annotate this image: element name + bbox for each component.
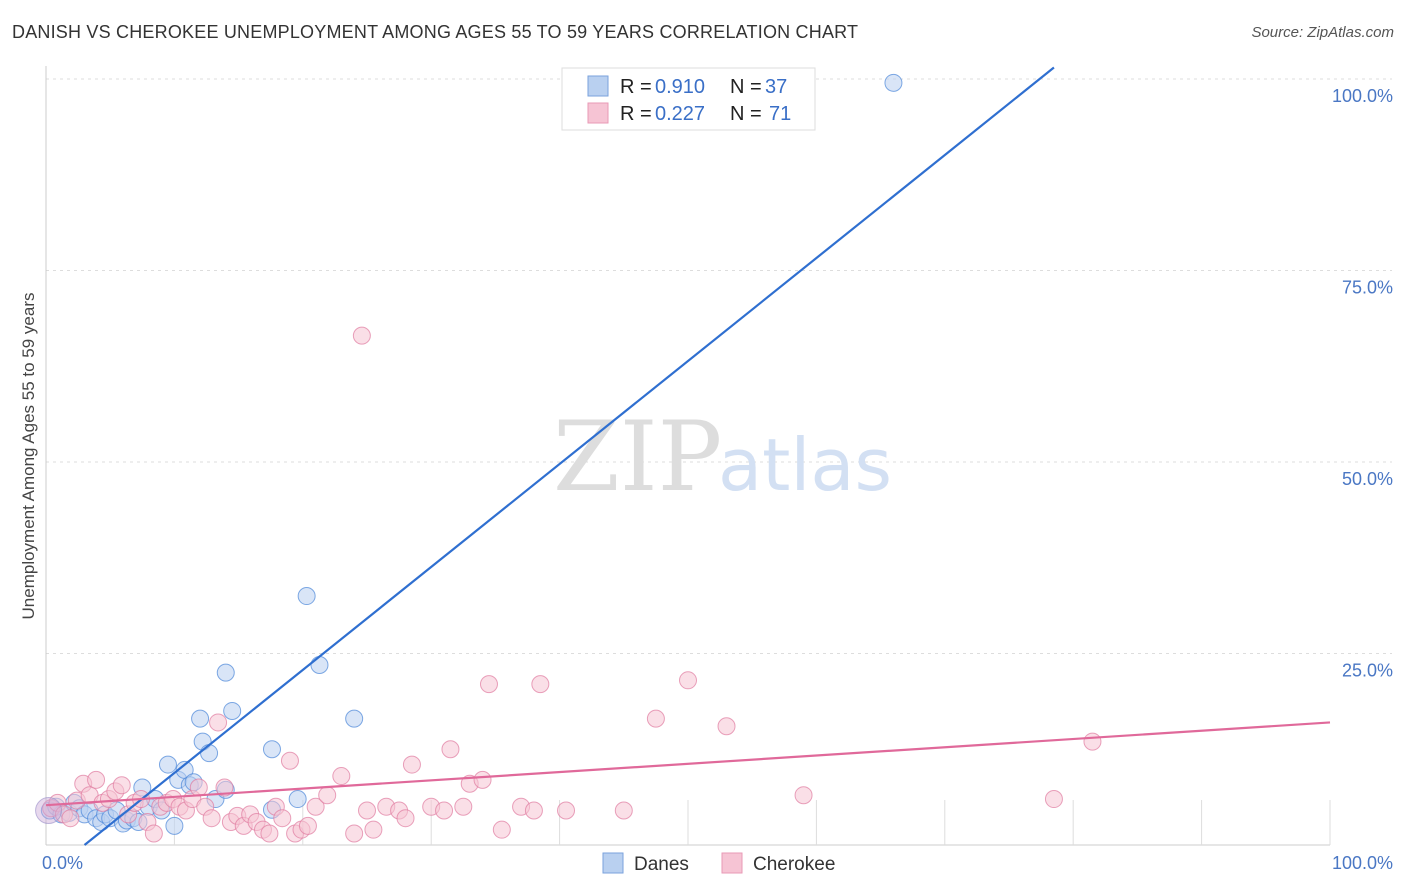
- cherokee-point-44: [345, 824, 364, 843]
- chart-title: DANISH VS CHEROKEE UNEMPLOYMENT AMONG AG…: [12, 22, 859, 42]
- cherokee-point-67: [717, 717, 736, 736]
- cherokee-point-50: [396, 809, 415, 828]
- cherokee-point-57: [473, 770, 492, 789]
- danes-point-37: [297, 587, 316, 606]
- cherokee-point-37: [280, 751, 299, 770]
- danes-point-38: [310, 655, 329, 674]
- cherokee-point-36: [273, 809, 292, 828]
- cherokee-point-41: [306, 797, 325, 816]
- series-label-danes: Danes: [634, 854, 689, 875]
- cherokee-point-70: [1083, 732, 1102, 751]
- series-label-cherokee: Cherokee: [753, 854, 835, 875]
- series-swatch-danes: [602, 852, 624, 874]
- cherokee-point-7: [87, 770, 106, 789]
- legend-cherokee-n-value: 71: [769, 103, 791, 125]
- cherokee-point-54: [441, 740, 460, 759]
- cherokee-point-66: [679, 671, 697, 690]
- legend-cherokee-r-label: R =: [620, 103, 652, 125]
- danes-point-22: [165, 816, 184, 835]
- source-label: Source: ZipAtlas.com: [1251, 24, 1394, 41]
- series-legend: Danes Cherokee: [602, 852, 835, 875]
- danes-point-27: [191, 709, 210, 728]
- cherokee-point-51: [402, 755, 421, 774]
- legend-cherokee-n-label: N =: [730, 103, 762, 125]
- cherokee-point-65: [646, 709, 665, 728]
- cherokee-point-53: [435, 801, 454, 820]
- axis-ticks: 25.0% 50.0% 75.0% 100.0%: [1332, 86, 1393, 681]
- danes-point-40: [884, 73, 903, 92]
- cherokee-point-42: [318, 786, 337, 805]
- x-tick-min: 0.0%: [42, 853, 83, 873]
- cherokee-point-64: [614, 801, 633, 820]
- cherokee-point-45: [352, 326, 371, 345]
- cherokee-point-46: [358, 801, 376, 820]
- legend-swatch-danes: [587, 75, 609, 97]
- danes-point-21: [158, 755, 177, 774]
- series-swatch-cherokee: [721, 852, 743, 874]
- danes-point-35: [262, 740, 281, 759]
- cherokee-point-40: [298, 816, 317, 835]
- cherokee-point-11: [112, 776, 131, 795]
- watermark-zip: ZIP: [553, 401, 722, 513]
- cherokee-point-47: [364, 820, 383, 839]
- legend-danes-r-label: R =: [620, 76, 652, 98]
- cherokee-point-25: [202, 809, 221, 828]
- y-tick-label-1: 50.0%: [1342, 469, 1393, 489]
- y-tick-label-2: 75.0%: [1342, 278, 1393, 298]
- cherokee-point-69: [1044, 790, 1063, 809]
- cherokee-point-43: [332, 767, 351, 786]
- cherokee-point-59: [492, 820, 511, 839]
- watermark-atlas: atlas: [718, 423, 892, 507]
- cherokee-point-61: [524, 801, 543, 820]
- danes-point-33: [223, 701, 242, 720]
- cherokee-trendline: [45, 721, 1331, 807]
- cherokee-point-23: [189, 778, 208, 797]
- y-tick-label-3: 100.0%: [1332, 86, 1393, 106]
- cherokee-point-62: [531, 675, 550, 694]
- cherokee-point-63: [557, 801, 576, 820]
- trendlines: [45, 66, 1331, 846]
- cherokee-point-27: [215, 778, 234, 797]
- legend-cherokee-r-value: 0.227: [655, 103, 705, 125]
- y-axis-label: Unemployment Among Ages 55 to 59 years: [19, 293, 38, 620]
- danes-trendline: [83, 66, 1055, 846]
- cherokee-point-16: [144, 824, 163, 843]
- y-tick-label-0: 25.0%: [1342, 661, 1393, 681]
- legend-swatch-cherokee: [587, 102, 609, 124]
- cherokee-point-68: [794, 786, 813, 805]
- danes-point-32: [216, 663, 235, 682]
- data-points: [35, 73, 1102, 843]
- cherokee-point-58: [479, 675, 498, 694]
- x-tick-max: 100.0%: [1332, 853, 1393, 873]
- cherokee-point-34: [260, 824, 279, 843]
- legend-danes-n-label: N =: [730, 76, 762, 98]
- cherokee-point-26: [209, 713, 228, 732]
- cherokee-point-3: [61, 809, 80, 828]
- legend-danes-n-value: 37: [765, 76, 787, 98]
- danes-point-39: [345, 709, 364, 728]
- cherokee-point-55: [454, 797, 473, 816]
- correlation-legend: R = 0.910 N = 37 R = 0.227 N = 71: [561, 67, 816, 131]
- legend-danes-r-value: 0.910: [655, 76, 705, 98]
- danes-point-29: [200, 744, 219, 763]
- danes-point-36: [288, 790, 307, 809]
- overlap-cluster-point: [35, 797, 63, 825]
